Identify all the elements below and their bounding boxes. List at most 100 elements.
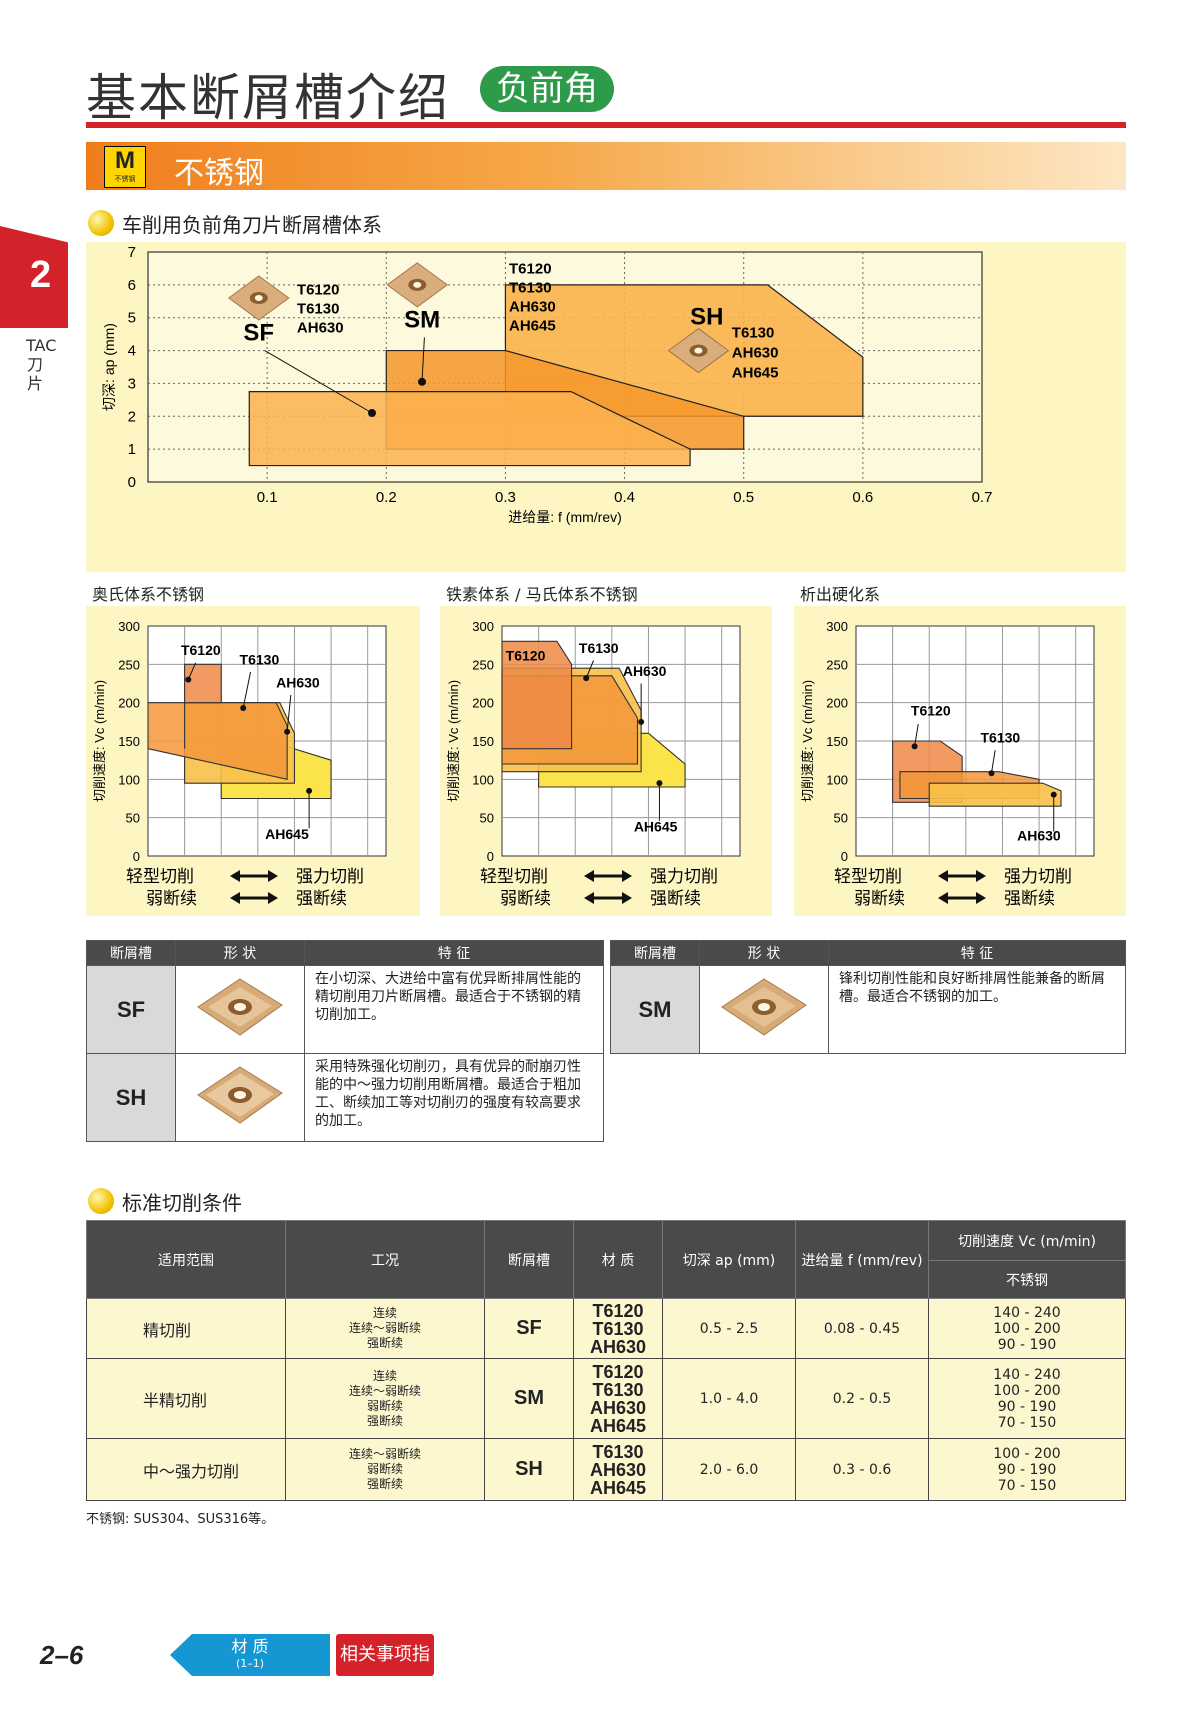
grade-label: T6130 [732,324,775,341]
page-number: 2–6 [40,1640,84,1670]
chapter-tab[interactable] [0,226,68,328]
y-tick-label: 0 [487,849,494,864]
breaker-code: SH [86,1053,176,1142]
x-right-label2: 强断续 [1004,889,1055,908]
x-right-label2: 强断续 [296,889,347,908]
y-axis-label: 切深: ap (mm) [101,323,117,411]
y-tick-label: 300 [118,619,140,634]
grade-cell: T6120 T6130 AH630 AH645 [573,1358,663,1439]
col-scope: 适用范围 [86,1220,286,1299]
y-tick-label: 300 [826,619,848,634]
grade-item: AH630 [589,1459,647,1480]
leader-line [187,662,197,680]
x-right-label2: 强断续 [650,889,701,908]
chart-title-austenitic: 奥氏体系不锈钢 [92,585,205,604]
y-tick-label: 150 [118,734,140,749]
grade-label: AH630 [1017,828,1061,844]
leader-line [286,694,292,732]
col-grade: 材 质 [573,1220,663,1299]
breaker-cell: SH [484,1438,574,1501]
y-tick-label: 7 [128,244,136,261]
grade-label: T6130 [297,301,340,318]
nav-material-button[interactable]: 材 质 (1–1) [170,1634,330,1676]
speed-item: 90 - 190 [997,1398,1057,1415]
y-tick-label: 300 [472,619,494,634]
grade-label: AH630 [732,344,779,361]
arrow-right-icon [268,892,278,904]
ap-cell: 0.5 - 2.5 [662,1298,796,1359]
leader-line [585,660,595,679]
arrow-right-icon [622,870,632,882]
speed-item: 90 - 190 [997,1461,1057,1478]
condition-item: 连续 [372,1306,397,1320]
y-tick-label: 4 [128,343,136,360]
feature-row: SH 采用特殊强化切削刃，具有优异的耐崩刃性能的中～强力切削用断屑槽。最适合于粗… [86,1053,604,1142]
ap-cell: 2.0 - 6.0 [662,1438,796,1501]
conditions-row: 中～强力切削 连续～弱断续 弱断续 强断续 SH T6130 AH630 AH6… [86,1438,1126,1501]
y-tick-label: 6 [128,277,136,294]
grade-item: T6130 [592,1379,644,1400]
speed-chart-ferritic: 0 50 100 150 200 250 300 切削速度: Vc (m/min) AH645 A… [446,619,741,908]
y-tick-label: 250 [472,657,494,672]
col-breaker: 断屑槽 [86,940,176,966]
scope-cell: 半精切削 [86,1358,286,1439]
feature-table-right: 断屑槽 形 状 特 征 SM 锋利切削性能和良好断排屑性能兼备的断屑槽。最适合不… [610,940,1126,1054]
col-condition: 工况 [285,1220,485,1299]
arrow-left-icon [938,870,948,882]
grade-item: T6120 [592,1300,644,1321]
material-icon: M 不锈钢 [104,146,146,188]
grade-item: AH630 [589,1397,647,1418]
grade-label: T6120 [911,703,951,719]
material-band [86,142,1126,190]
x-right-label: 强力切削 [650,867,718,886]
insert-image [175,965,305,1054]
speed-item: 70 - 150 [997,1414,1057,1431]
grade-item: AH645 [589,1415,647,1436]
grade-label: T6120 [297,282,340,299]
leader-dot [418,377,427,386]
condition-item: 强断续 [366,1477,403,1491]
condition-cell: 连续～弱断续 弱断续 强断续 [285,1438,485,1501]
speed-item: 90 - 190 [997,1336,1057,1353]
grade-label: AH630 [276,674,320,690]
col-feature: 特 征 [828,940,1126,966]
speed-chart-austenitic: 0 50 100 150 200 250 300 切削速度: Vc (m/min) AH645 A… [92,619,387,908]
nav-guide-button[interactable]: 相关事项指南 [336,1634,434,1707]
leader-dot [306,787,313,794]
conditions-row: 半精切削 连续 连续～弱断续 弱断续 强断续 SM T6120 T6130 AH… [86,1358,1126,1439]
grade-label: T6120 [506,648,546,664]
breaker-code: SF [86,965,176,1054]
chapter-label: TAC刀片 [26,336,57,393]
speed-chart-panel-2: 0 50 100 150 200 250 300 切削速度: Vc (m/min) AH645 A… [440,606,772,916]
col-shape: 形 状 [699,940,829,966]
y-tick-label: 0 [128,474,136,491]
insert-sh-icon [197,1065,283,1124]
y-tick-label: 50 [834,811,848,826]
leader-dot [1050,791,1057,798]
leader-dot [367,409,376,417]
col-feed: 进给量 f (mm/rev) [795,1220,929,1299]
grade-label: T6130 [579,640,619,656]
col-shape: 形 状 [175,940,305,966]
grade-label: AH645 [265,826,309,842]
breaker-feature: 锋利切削性能和良好断排屑性能兼备的断屑槽。最适合不锈钢的加工。 [828,965,1126,1054]
insert-sm-icon [721,977,807,1036]
main-chart-panel: 0 1 2 3 4 5 6 7 0.1 0.2 0.3 0.4 0.5 0.6 0.7 进给量: f (mm/… [86,242,1126,572]
grade-label: AH645 [634,818,678,834]
breaker-cell: SM [484,1358,574,1439]
breaker-feature: 在小切深、大进给中富有优异断排屑性能的精切削用刀片断屑槽。最适合于不锈钢的精切削… [304,965,604,1054]
chart-title-ferritic: 铁素体系 / 马氏体系不锈钢 [446,585,638,604]
region-t6130 [147,702,288,781]
leader-dot [638,718,645,725]
y-tick-label: 100 [826,772,848,787]
conditions-row: 精切削 连续 连续～弱断续 强断续 SF T6120 T6130 AH630 0… [86,1298,1126,1359]
x-left-label: 轻型切削 [480,867,548,886]
scope-cell: 精切削 [86,1298,286,1359]
speed-item: 100 - 200 [993,1445,1061,1462]
y-tick-label: 250 [826,657,848,672]
feature-table-header: 断屑槽 形 状 特 征 [610,940,1126,966]
condition-item: 强断续 [366,1336,403,1350]
breaker-code: SM [610,965,700,1054]
section-bullet-icon [88,210,114,236]
speed-cell: 140 - 240 100 - 200 90 - 190 70 - 150 [928,1358,1126,1439]
